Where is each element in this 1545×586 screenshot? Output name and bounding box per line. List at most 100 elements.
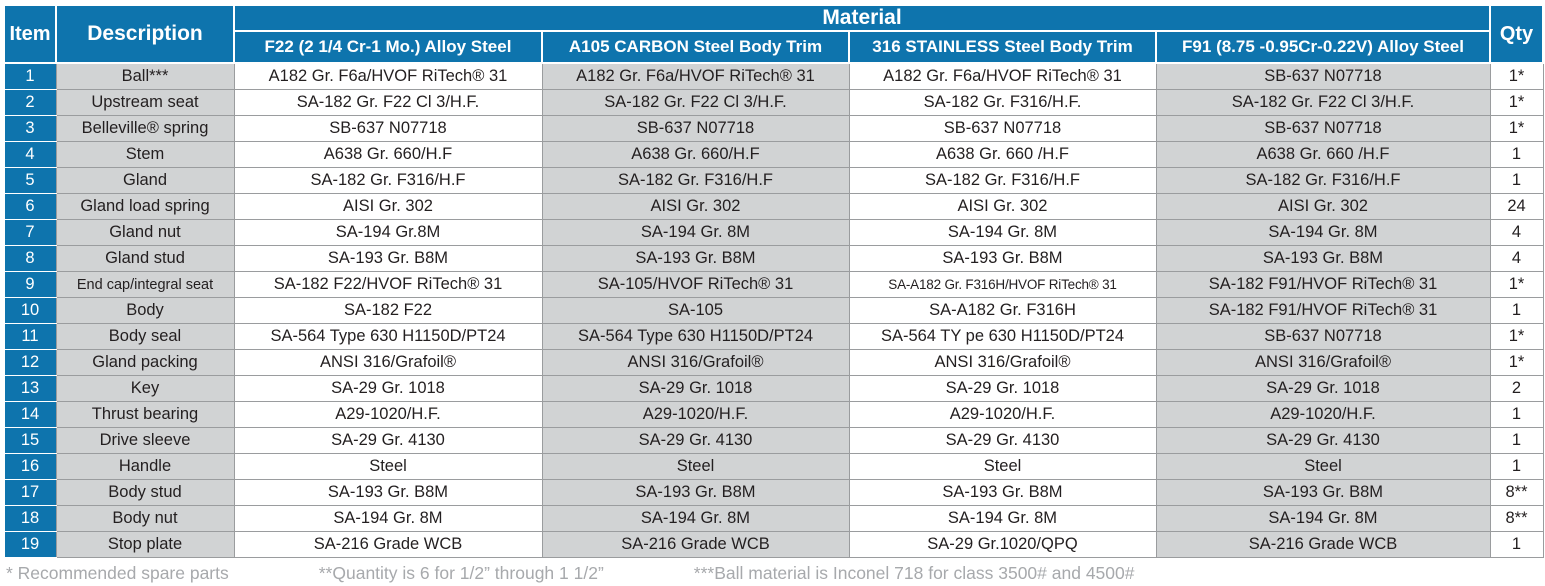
material-cell-316: AISI Gr. 302 [848, 193, 1157, 220]
material-cell-316: SA-29 Gr. 4130 [848, 427, 1157, 454]
description-cell: Gland load spring [55, 193, 235, 220]
footnote-quantity: **Quantity is 6 for 1/2” through 1 1/2” [318, 563, 604, 583]
material-cell-316: SB-637 N07718 [848, 115, 1157, 142]
material-cell-316: SA-A182 Gr. F316H/HVOF RiTech® 31 [848, 271, 1157, 298]
header-row-top: Item Description Material Qty [3, 4, 1544, 64]
material-cell-f22: A182 Gr. F6a/HVOF RiTech® 31 [233, 62, 543, 90]
description-cell: Gland [55, 167, 235, 194]
table-row: 14 Thrust bearing A29-1020/H.F. A29-1020/H.… [3, 401, 1544, 428]
description-cell: Drive sleeve [55, 427, 235, 454]
description-cell: Gland packing [55, 349, 235, 376]
qty-cell: 2 [1489, 375, 1544, 402]
item-cell: 1 [3, 62, 57, 90]
material-cell-f91: SA-29 Gr. 4130 [1155, 427, 1491, 454]
qty-cell: 1* [1489, 323, 1544, 350]
item-cell: 2 [3, 89, 57, 116]
table-row: 17 Body stud SA-193 Gr. B8M SA-193 Gr. B8M S… [3, 479, 1544, 506]
material-cell-a105: AISI Gr. 302 [541, 193, 850, 220]
item-cell: 16 [3, 453, 57, 480]
material-cell-f91: SA-216 Grade WCB [1155, 531, 1491, 558]
item-cell: 11 [3, 323, 57, 350]
table-row: 19 Stop plate SA-216 Grade WCB SA-216 Grade… [3, 531, 1544, 558]
qty-cell: 1 [1489, 141, 1544, 168]
material-cell-f22: SA-182 Gr. F22 Cl 3/H.F. [233, 89, 543, 116]
column-header-a105: A105 CARBON Steel Body Trim [541, 30, 850, 64]
material-cell-f22: SA-29 Gr. 1018 [233, 375, 543, 402]
qty-cell: 1* [1489, 271, 1544, 298]
material-cell-316: SA-A182 Gr. F316H [848, 297, 1157, 324]
material-cell-f91: SA-193 Gr. B8M [1155, 245, 1491, 272]
qty-cell: 1 [1489, 427, 1544, 454]
table-header: Item Description Material Qty F22 (2 1/4… [3, 4, 1544, 64]
description-cell: Gland stud [55, 245, 235, 272]
material-cell-a105: SA-564 Type 630 H1150D/PT24 [541, 323, 850, 350]
description-cell: Handle [55, 453, 235, 480]
footnote-ball-material: ***Ball material is Inconel 718 for clas… [693, 563, 1135, 583]
material-cell-f91: SB-637 N07718 [1155, 115, 1491, 142]
material-cell-f22: SA-29 Gr. 4130 [233, 427, 543, 454]
material-cell-f22: SA-193 Gr. B8M [233, 479, 543, 506]
footnote-spare-parts: * Recommended spare parts [6, 563, 229, 583]
material-cell-f22: A638 Gr. 660/H.F [233, 141, 543, 168]
column-header-item: Item [3, 4, 57, 64]
material-cell-a105: SA-29 Gr. 1018 [541, 375, 850, 402]
item-cell: 7 [3, 219, 57, 246]
material-cell-f91: AISI Gr. 302 [1155, 193, 1491, 220]
item-cell: 17 [3, 479, 57, 506]
column-header-material: Material [233, 4, 1491, 32]
material-cell-316: A29-1020/H.F. [848, 401, 1157, 428]
material-cell-a105: SA-182 Gr. F22 Cl 3/H.F. [541, 89, 850, 116]
table-row: 10 Body SA-182 F22 SA-105 SA-A182 Gr. F316H S… [3, 297, 1544, 324]
material-cell-f22: SA-182 F22/HVOF RiTech® 31 [233, 271, 543, 298]
material-cell-f91: SA-182 Gr. F22 Cl 3/H.F. [1155, 89, 1491, 116]
material-cell-a105: A638 Gr. 660/H.F [541, 141, 850, 168]
column-header-f91: F91 (8.75 -0.95Cr-0.22V) Alloy Steel [1155, 30, 1491, 64]
material-cell-f91: SB-637 N07718 [1155, 62, 1491, 90]
qty-cell: 1 [1489, 453, 1544, 480]
table-row: 5 Gland SA-182 Gr. F316/H.F SA-182 Gr. F316… [3, 167, 1544, 194]
header-row-sub: F22 (2 1/4 Cr-1 Mo.) Alloy Steel A105 CA… [4, 30, 1543, 64]
item-cell: 10 [3, 297, 57, 324]
item-cell: 6 [3, 193, 57, 220]
description-cell: Upstream seat [55, 89, 235, 116]
material-cell-f22: AISI Gr. 302 [233, 193, 543, 220]
description-cell: Body seal [55, 323, 235, 350]
table-row: 7 Gland nut SA-194 Gr.8M SA-194 Gr. 8M SA-19… [3, 219, 1544, 246]
material-cell-316: SA-564 TY pe 630 H1150D/PT24 [848, 323, 1157, 350]
description-cell: Body stud [55, 479, 235, 506]
table-row: 3 Belleville® spring SB-637 N07718 SB-637 N… [3, 115, 1544, 142]
column-header-f22: F22 (2 1/4 Cr-1 Mo.) Alloy Steel [233, 30, 543, 64]
material-cell-a105: SA-194 Gr. 8M [541, 219, 850, 246]
description-cell: End cap/integral seat [55, 271, 235, 298]
item-cell: 9 [3, 271, 57, 298]
material-cell-316: SA-182 Gr. F316/H.F. [848, 89, 1157, 116]
table-row: 11 Body seal SA-564 Type 630 H1150D/PT24 SA… [3, 323, 1544, 350]
material-cell-a105: SA-182 Gr. F316/H.F [541, 167, 850, 194]
table-row: 16 Handle Steel Steel Steel Steel 1 [3, 453, 1544, 480]
material-cell-f22: ANSI 316/Grafoil® [233, 349, 543, 376]
material-cell-316: A182 Gr. F6a/HVOF RiTech® 31 [848, 62, 1157, 90]
item-cell: 12 [3, 349, 57, 376]
material-cell-f91: A29-1020/H.F. [1155, 401, 1491, 428]
description-cell: Body [55, 297, 235, 324]
description-cell: Key [55, 375, 235, 402]
qty-cell: 1* [1489, 89, 1544, 116]
description-cell: Stem [55, 141, 235, 168]
column-header-description: Description [55, 4, 235, 64]
material-cell-f22: SA-194 Gr.8M [233, 219, 543, 246]
material-cell-f22: A29-1020/H.F. [233, 401, 543, 428]
material-cell-f91: SA-193 Gr. B8M [1155, 479, 1491, 506]
description-cell: Thrust bearing [55, 401, 235, 428]
table-body: 1 Ball*** A182 Gr. F6a/HVOF RiTech® 31 A182… [3, 62, 1544, 558]
material-cell-316: SA-29 Gr.1020/QPQ [848, 531, 1157, 558]
footnotes: * Recommended spare parts **Quantity is … [3, 558, 1542, 584]
material-cell-a105: SA-105/HVOF RiTech® 31 [541, 271, 850, 298]
material-cell-f91: SA-182 F91/HVOF RiTech® 31 [1155, 297, 1491, 324]
material-cell-f91: SA-182 F91/HVOF RiTech® 31 [1155, 271, 1491, 298]
table-row: 6 Gland load spring AISI Gr. 302 AISI Gr. 3… [3, 193, 1544, 220]
material-cell-f91: A638 Gr. 660 /H.F [1155, 141, 1491, 168]
material-cell-a105: A182 Gr. F6a/HVOF RiTech® 31 [541, 62, 850, 90]
qty-cell: 1* [1489, 62, 1544, 90]
material-cell-316: SA-182 Gr. F316/H.F [848, 167, 1157, 194]
